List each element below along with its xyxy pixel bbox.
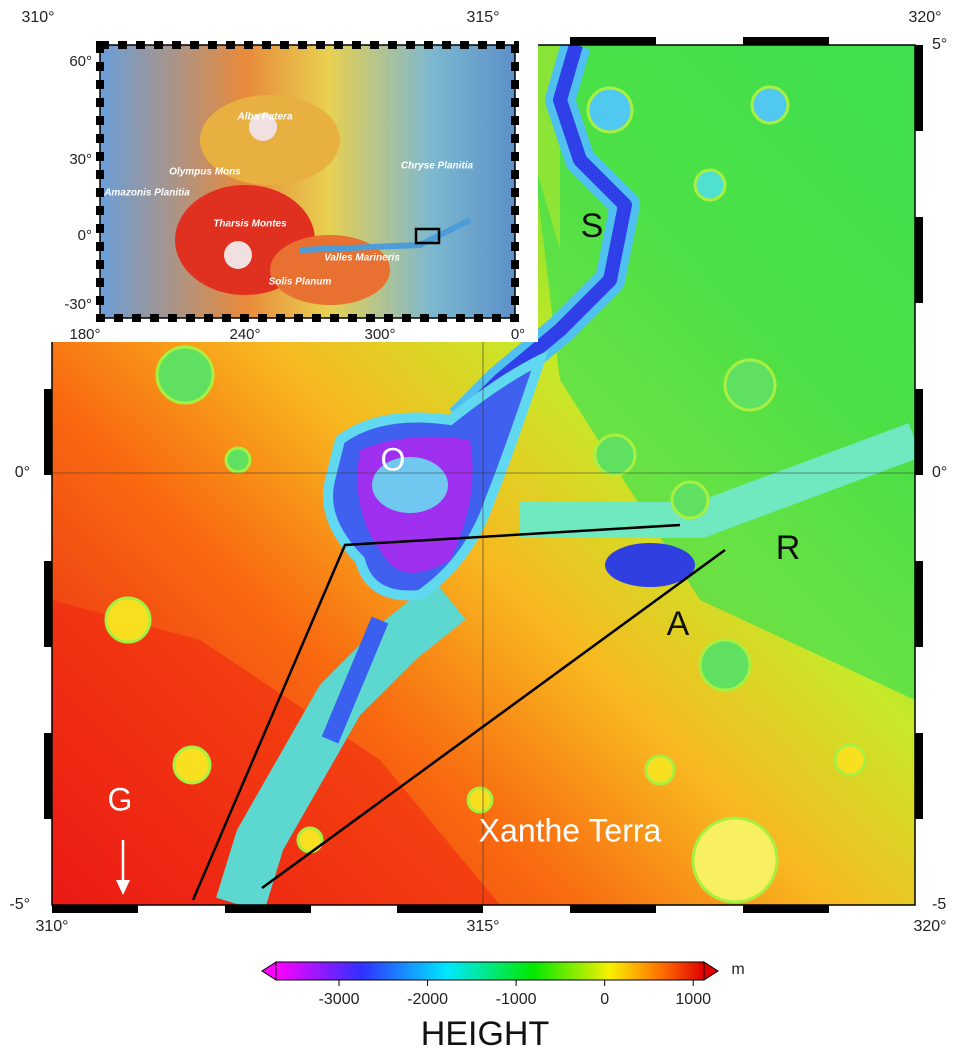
place-label: Valles Marineris bbox=[324, 253, 400, 264]
left-lat-label: -5° bbox=[9, 896, 30, 913]
top-lon-label: 310° bbox=[21, 9, 54, 26]
feature-label: A bbox=[667, 605, 690, 643]
inset-lat-label: -30° bbox=[64, 296, 92, 313]
place-label: Solis Planum bbox=[269, 277, 332, 288]
colorbar-tick-label: 1000 bbox=[675, 991, 711, 1008]
place-label: Tharsis Montes bbox=[213, 219, 287, 230]
right-lat-label: -5 bbox=[932, 896, 946, 913]
place-label: Chryse Planitia bbox=[401, 161, 474, 172]
inset-lat-label: 60° bbox=[69, 53, 92, 70]
bottom-lon-label: 315° bbox=[466, 918, 499, 935]
colorbar: m HEIGHT -3000 -2000 -1000 0 1000 bbox=[262, 961, 745, 1053]
place-label: Amazonis Planitia bbox=[103, 188, 190, 199]
inset-lon-label: 300° bbox=[364, 326, 395, 343]
top-lon-label: 315° bbox=[466, 9, 499, 26]
inset-lon-label: 240° bbox=[229, 326, 260, 343]
feature-label: Xanthe Terra bbox=[479, 812, 662, 848]
bottom-lon-label: 310° bbox=[35, 918, 68, 935]
colorbar-unit: m bbox=[731, 961, 744, 978]
colorbar-tick-label: -3000 bbox=[319, 991, 360, 1008]
colorbar-title: HEIGHT bbox=[421, 1015, 549, 1053]
map-figure: 310° 315° 320° 310° 315° 320° 5° 0° -5° … bbox=[0, 0, 955, 1057]
feature-label: R bbox=[776, 529, 801, 567]
inset-lat-label: 0° bbox=[78, 227, 92, 244]
colorbar-tick-label: -1000 bbox=[496, 991, 537, 1008]
inset-lat-label: 30° bbox=[69, 151, 92, 168]
feature-label: G bbox=[108, 781, 133, 817]
top-lon-label: 320° bbox=[908, 9, 941, 26]
right-lat-label: 5° bbox=[932, 36, 947, 53]
place-label: Olympus Mons bbox=[169, 167, 241, 178]
inset-lon-label: 180° bbox=[69, 326, 100, 343]
left-lat-label: 0° bbox=[15, 464, 30, 481]
inset-lon-label: 0° bbox=[511, 326, 525, 343]
place-label: Alba Patera bbox=[236, 112, 292, 123]
bottom-lon-label: 320° bbox=[913, 918, 946, 935]
colorbar-tick-label: 0 bbox=[600, 991, 609, 1008]
feature-label: O bbox=[381, 441, 406, 477]
colorbar-tick-label: -2000 bbox=[407, 991, 448, 1008]
feature-label: S bbox=[581, 207, 604, 245]
right-lat-label: 0° bbox=[932, 464, 947, 481]
inset-map: Alba Patera Olympus Mons Chryse Planitia… bbox=[0, 30, 538, 343]
